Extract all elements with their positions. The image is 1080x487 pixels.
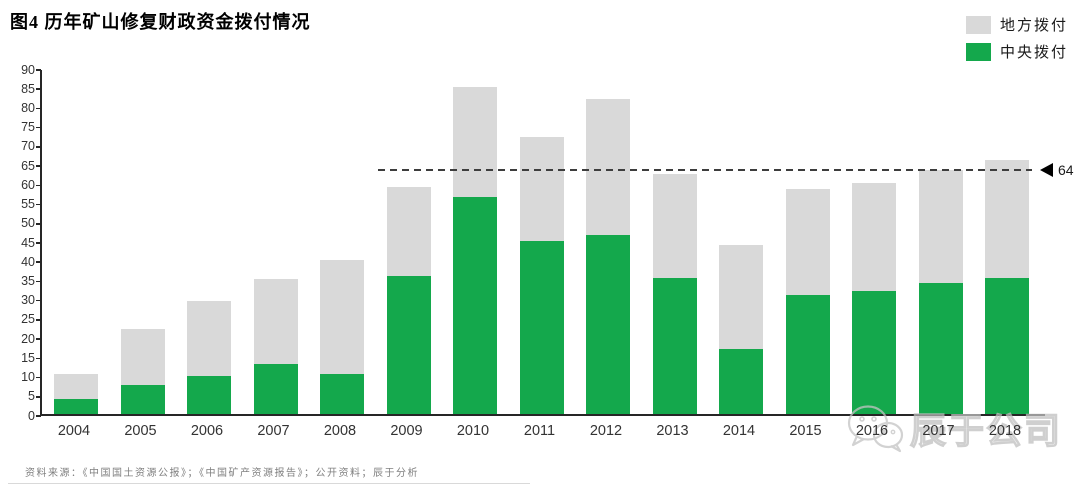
y-axis-tick-label: 10	[21, 370, 35, 385]
bar-segment-local	[453, 87, 497, 197]
bar-segment-central	[187, 375, 231, 414]
bar-segment-central	[120, 385, 165, 414]
x-axis-tick-label: 2018	[988, 423, 1022, 439]
x-axis-tick-label: 2010	[456, 423, 490, 439]
bar-segment-central	[785, 294, 830, 414]
bar-segment-central	[985, 277, 1029, 414]
y-axis-tick-label: 40	[21, 254, 35, 269]
left-arrow-icon	[1040, 162, 1053, 177]
y-axis-tick-mark	[36, 396, 41, 398]
y-axis-tick-mark	[36, 165, 41, 167]
x-axis-tick-label: 2015	[789, 423, 822, 439]
bar-segment-central	[386, 275, 431, 414]
reference-line-label: 64	[1058, 161, 1074, 178]
y-axis-tick-mark	[36, 223, 41, 225]
y-axis-tick-label: 50	[21, 216, 35, 231]
y-axis-tick-label: 45	[21, 235, 35, 250]
bar-segment-local	[386, 187, 431, 276]
plot-area: 0 5 10 15 20 25 30 35 40 45 50 55 60 65 70 75 80 85 90	[21, 63, 1045, 422]
legend-label-local: 地方拨付	[999, 18, 1068, 34]
bar-segment-central	[253, 364, 298, 414]
bar-segment-central	[652, 277, 697, 414]
legend-item-central: 中央拨付	[965, 41, 1068, 62]
y-axis-tick-mark	[36, 242, 41, 244]
legend-item-local: 地方拨付	[965, 14, 1068, 35]
legend: 地方拨付 中央拨付	[965, 14, 1068, 62]
y-axis-tick-label: 85	[21, 81, 35, 96]
y-axis-tick-mark	[36, 88, 41, 90]
y-axis-tick-label: 25	[21, 312, 35, 327]
y-axis-tick-mark	[36, 146, 41, 148]
y-axis-tick-label: 60	[21, 177, 35, 192]
bar-segment-local	[320, 260, 364, 374]
bar-segment-local	[187, 300, 231, 376]
y-axis-tick-mark	[36, 126, 41, 129]
bar-segment-local	[719, 244, 763, 349]
y-axis-tick-mark	[36, 69, 41, 71]
bottom-divider	[8, 483, 530, 484]
y-axis-tick-mark	[36, 415, 41, 417]
bar-segment-local	[253, 279, 298, 365]
bar-segment-central	[453, 196, 497, 414]
chart-title: 图4 历年矿山修复财政资金拨付情况	[10, 12, 311, 32]
bar-segment-local	[120, 329, 165, 386]
bar-segment-local	[586, 98, 630, 236]
bar-segment-central	[918, 283, 963, 414]
x-axis-tick-label: 2011	[523, 423, 556, 439]
y-axis-tick-label: 30	[21, 293, 35, 308]
y-axis-tick-label: 70	[21, 139, 35, 154]
x-axis-tick-label: 2012	[589, 423, 623, 439]
y-axis-tick-mark	[36, 338, 41, 340]
y-axis-tick-label: 90	[21, 62, 35, 77]
bar-segment-local	[652, 173, 697, 278]
legend-swatch-central	[965, 42, 991, 61]
y-axis-tick-label: 55	[21, 197, 35, 212]
y-axis-tick-mark	[36, 280, 41, 283]
reference-line-64	[378, 168, 1032, 171]
y-axis-tick-mark	[36, 261, 41, 263]
bar-segment-central	[586, 235, 630, 414]
source-note: 资料来源：《中国国土资源公报》；《中国矿产资源报告》；公开资料；辰于分析	[25, 468, 419, 479]
bar-segment-central	[320, 373, 364, 414]
bar-segment-local	[985, 160, 1029, 278]
bar-segment-local	[918, 169, 963, 284]
legend-label-central: 中央拨付	[999, 45, 1068, 61]
bar-segment-central	[852, 290, 896, 414]
y-axis-tick-mark	[36, 376, 41, 379]
y-axis-tick-label: 20	[21, 331, 35, 346]
y-axis-tick-label: 0	[28, 408, 35, 423]
x-axis-tick-label: 2009	[390, 423, 423, 439]
x-axis-tick-label: 2017	[922, 423, 955, 439]
y-axis-tick-mark	[36, 184, 41, 187]
x-axis-tick-label: 2005	[124, 423, 157, 439]
y-axis-tick-mark	[36, 203, 41, 206]
y-axis-tick-label: 35	[21, 273, 35, 288]
bar-segment-central	[519, 241, 564, 414]
x-axis-tick-label: 2004	[57, 423, 91, 439]
y-axis-tick-mark	[36, 319, 41, 321]
y-axis-tick-mark	[36, 107, 41, 110]
x-axis-tick-label: 2013	[656, 423, 689, 439]
y-axis-tick-mark	[36, 299, 41, 302]
bar-segment-local	[785, 189, 830, 295]
bar-segment-local	[852, 183, 896, 291]
bar-segment-local	[519, 137, 564, 241]
y-axis-tick-label: 75	[21, 120, 35, 135]
x-axis-tick-label: 2007	[257, 423, 290, 439]
bar-segment-central	[719, 348, 763, 414]
y-axis-tick-mark	[36, 357, 41, 360]
legend-swatch-local	[965, 15, 991, 34]
x-axis-tick-label: 2008	[323, 423, 357, 439]
x-axis-tick-label: 2014	[722, 423, 756, 439]
y-axis-tick-label: 5	[28, 389, 35, 404]
bar-segment-local	[54, 373, 98, 399]
bar-segment-central	[54, 398, 98, 414]
y-axis-tick-label: 15	[21, 350, 35, 365]
x-axis-tick-label: 2006	[190, 423, 224, 439]
y-axis-tick-label: 65	[21, 158, 35, 173]
x-axis-tick-label: 2016	[855, 423, 889, 439]
y-axis-tick-label: 80	[21, 100, 35, 115]
